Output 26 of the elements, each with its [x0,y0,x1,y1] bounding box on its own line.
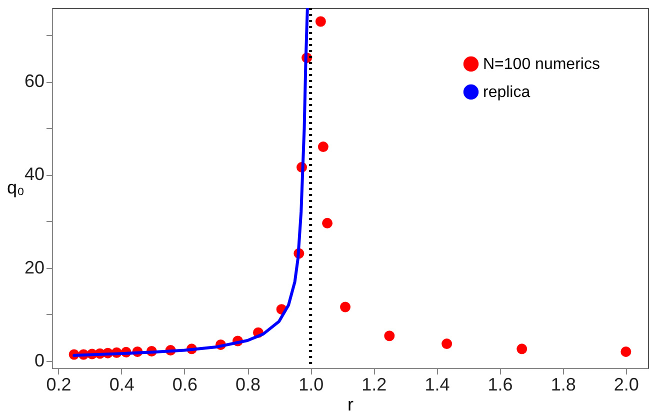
point [384,330,395,342]
point [442,338,452,350]
x-tick-label: 0.8 [236,374,261,394]
y-tick-label: 60 [24,71,44,92]
x-tick-label: 1.2 [362,374,387,394]
x-tick-label: 0.6 [172,374,198,394]
point [322,218,333,228]
y-tick-label: 0 [34,350,44,371]
y-axis-title: q₀ [7,178,24,198]
point [516,344,528,354]
x-tick-label: 0.2 [46,374,72,394]
x-tick-label: 1.8 [550,374,576,394]
x-tick-label: 0.4 [109,374,134,394]
legend-label: N=100 numerics [483,56,600,73]
legend-label: replica [483,84,530,101]
y-tick-label: 20 [24,257,44,278]
point [315,16,326,27]
x-tick-label: 1.4 [424,374,450,394]
x-tick-label: 1.0 [298,374,324,394]
point [318,142,328,152]
y-tick-label: 40 [24,164,44,184]
point [340,302,351,312]
x-tick-label: 2.0 [614,374,639,394]
x-axis-title: r [348,394,354,414]
point [620,346,632,357]
x-tick-label: 1.6 [488,374,513,394]
